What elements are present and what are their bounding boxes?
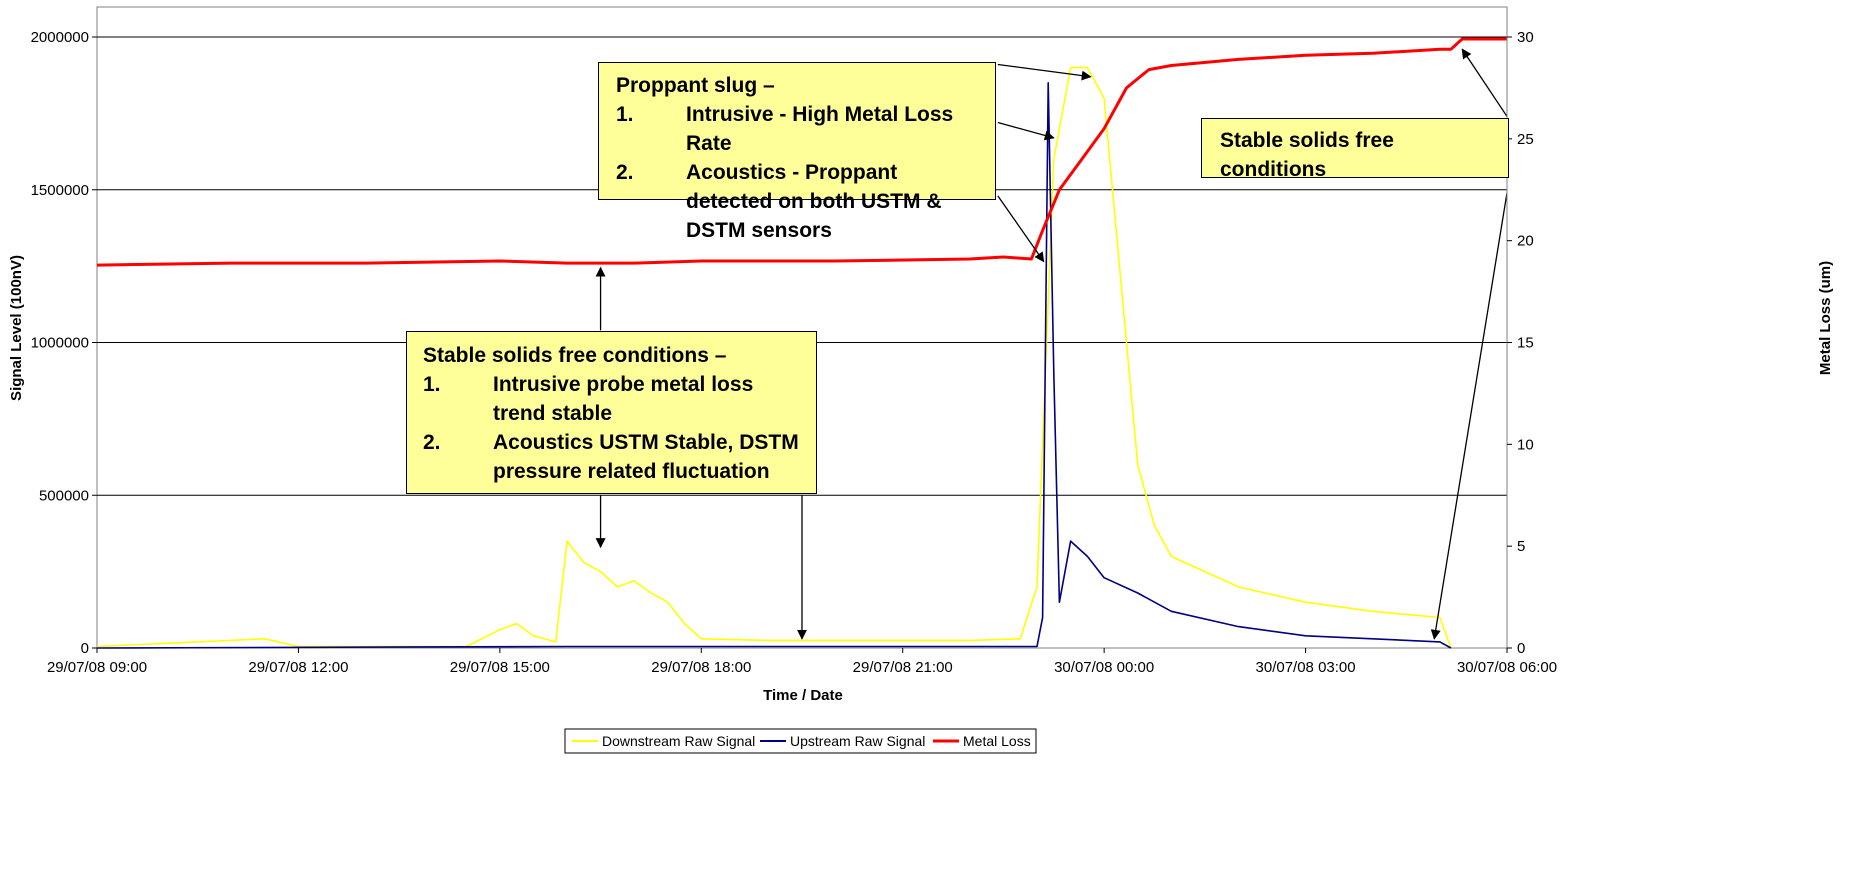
x-tick-label: 29/07/08 18:00 bbox=[651, 659, 751, 676]
y2-tick-label: 30 bbox=[1517, 29, 1534, 46]
x-tick-label: 29/07/08 12:00 bbox=[248, 659, 348, 676]
y2-tick-label: 5 bbox=[1517, 538, 1525, 555]
y-tick-label: 2000000 bbox=[31, 29, 89, 46]
annotation-stable-right: Stable solids free conditions bbox=[1201, 118, 1509, 181]
y2-axis-ticks: 0 5 10 15 20 25 30 bbox=[1506, 7, 1534, 657]
y2-tick-label: 0 bbox=[1517, 640, 1525, 657]
y-tick-label: 0 bbox=[81, 640, 89, 657]
annotation-arrow bbox=[1430, 192, 1508, 640]
annotation-arrow bbox=[1461, 48, 1508, 117]
x-tick-label: 29/07/08 15:00 bbox=[450, 659, 550, 676]
x-axis-ticks: 29/07/08 09:00 29/07/08 12:00 29/07/08 15:… bbox=[47, 648, 1557, 676]
annotation-proppant-item: 2. Acoustics - Proppant detected on both… bbox=[616, 158, 985, 245]
annotation-stable-left-item: 1. Intrusive probe metal loss trend stab… bbox=[423, 370, 806, 428]
item-text: Intrusive probe metal loss trend stable bbox=[493, 373, 754, 425]
legend-label: Downstream Raw Signal bbox=[602, 733, 755, 749]
series-group bbox=[96, 37, 1507, 649]
y-tick-label: 500000 bbox=[39, 487, 89, 504]
item-number: 1. bbox=[616, 103, 634, 126]
annotation-stable-right-title: Stable solids free conditions bbox=[1220, 129, 1394, 181]
series-line-upstream-raw-signal bbox=[96, 82, 1452, 649]
item-number: 2. bbox=[616, 161, 634, 184]
annotation-arrow bbox=[997, 63, 1092, 81]
legend: Downstream Raw Signal Upstream Raw Signal… bbox=[564, 728, 1037, 754]
y2-tick-label: 25 bbox=[1517, 131, 1534, 148]
x-tick-label: 30/07/08 06:00 bbox=[1457, 659, 1557, 676]
annotation-stable-left: Stable solids free conditions – 1. Intru… bbox=[406, 331, 817, 494]
y2-axis-title: Metal Loss (um) bbox=[1817, 261, 1834, 375]
legend-label: Upstream Raw Signal bbox=[790, 733, 925, 749]
legend-label: Metal Loss bbox=[963, 733, 1031, 749]
annotation-stable-left-title: Stable solids free conditions – bbox=[423, 344, 727, 367]
x-tick-label: 29/07/08 21:00 bbox=[853, 659, 953, 676]
series-line-metal-loss bbox=[96, 37, 1507, 267]
x-tick-label: 29/07/08 09:00 bbox=[47, 659, 147, 676]
annotation-proppant: Proppant slug – 1. Intrusive - High Meta… bbox=[598, 62, 996, 242]
annotation-arrow bbox=[997, 195, 1045, 263]
item-text: Acoustics USTM Stable, DSTM pressure rel… bbox=[493, 431, 799, 483]
y2-tick-label: 15 bbox=[1517, 335, 1534, 352]
y-axis-ticks: 0 500000 1000000 1500000 2000000 bbox=[31, 29, 97, 657]
annotation-arrow bbox=[997, 121, 1055, 141]
annotation-stable-left-item: 2. Acoustics USTM Stable, DSTM pressure … bbox=[423, 428, 806, 486]
item-number: 2. bbox=[423, 431, 441, 454]
arrows-group bbox=[595, 48, 1508, 640]
x-tick-label: 30/07/08 00:00 bbox=[1054, 659, 1154, 676]
x-tick-label: 30/07/08 03:00 bbox=[1256, 659, 1356, 676]
y-tick-label: 1500000 bbox=[31, 182, 89, 199]
y-tick-label: 1000000 bbox=[31, 335, 89, 352]
series-line-downstream-raw-signal bbox=[96, 66, 1452, 649]
annotation-proppant-item: 1. Intrusive - High Metal Loss Rate bbox=[616, 100, 985, 158]
annotation-proppant-title: Proppant slug – bbox=[616, 74, 775, 97]
x-axis-title: Time / Date bbox=[763, 687, 843, 704]
y2-tick-label: 20 bbox=[1517, 233, 1534, 250]
item-number: 1. bbox=[423, 373, 441, 396]
item-text: Acoustics - Proppant detected on both US… bbox=[686, 161, 942, 242]
y2-tick-label: 10 bbox=[1517, 436, 1534, 453]
y-axis-title: Signal Level (100nV) bbox=[8, 255, 25, 401]
item-text: Intrusive - High Metal Loss Rate bbox=[686, 103, 954, 155]
